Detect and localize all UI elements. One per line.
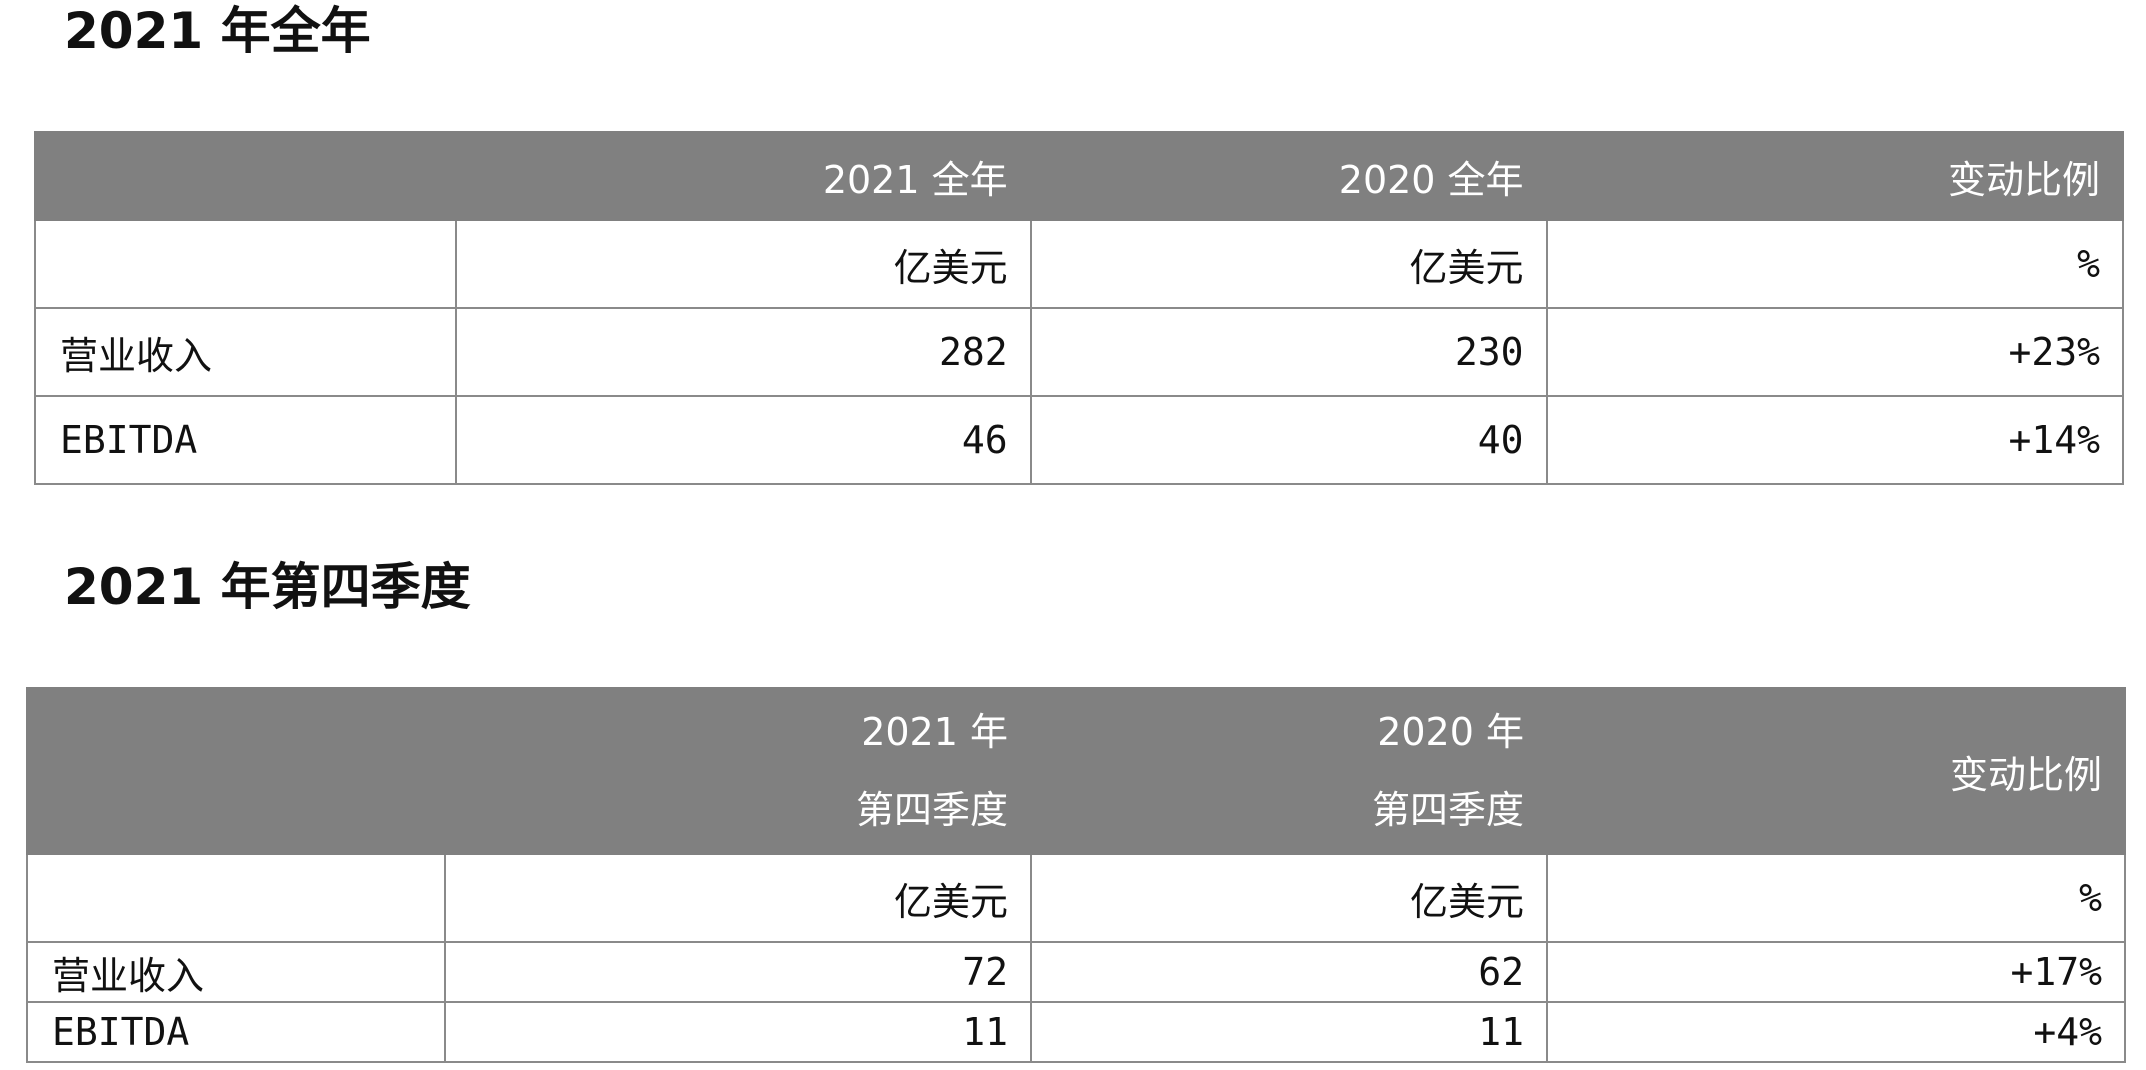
- units-cell-2020: 亿美元: [1030, 853, 1548, 943]
- header-cell-2021-q4: 2021 年 第四季度: [444, 687, 1032, 855]
- value-2021: 282: [455, 307, 1032, 397]
- units-row: 亿美元 亿美元 %: [33, 219, 2125, 309]
- section-title-q4: 2021 年第四季度: [64, 558, 471, 616]
- value-change: +4%: [1546, 1001, 2126, 1063]
- value-2020: 230: [1029, 307, 1548, 397]
- value-change: +17%: [1546, 941, 2126, 1003]
- value-change: +23%: [1545, 307, 2125, 397]
- header-cell-blank: [33, 131, 458, 221]
- units-row: 亿美元 亿美元 %: [26, 853, 2126, 943]
- value-2020: 11: [1030, 1001, 1548, 1063]
- q4-table: 2021 年 第四季度 2020 年 第四季度 变动比例 亿美元 亿美元 % 营…: [26, 687, 2126, 1063]
- value-2020: 62: [1030, 941, 1548, 1003]
- table-row: 营业收入 282 230 +23%: [33, 307, 2125, 397]
- value-2021: 72: [444, 941, 1032, 1003]
- units-cell-2021: 亿美元: [455, 219, 1032, 309]
- header-line: 变动比例: [1949, 752, 2102, 797]
- value-2020: 40: [1029, 395, 1548, 485]
- header-line-year: 2021 年: [861, 710, 1008, 754]
- header-cell-2021: 2021 全年: [455, 131, 1032, 221]
- table-header-row: 2021 年 第四季度 2020 年 第四季度 变动比例: [26, 687, 2126, 855]
- units-cell-change: %: [1545, 219, 2125, 309]
- table-row: 营业收入 72 62 +17%: [26, 941, 2126, 1003]
- header-cell-2020: 2020 全年: [1029, 131, 1548, 221]
- header-cell-change: 变动比例: [1545, 131, 2125, 221]
- full-year-table: 2021 全年 2020 全年 变动比例 亿美元 亿美元 % 营业收入 282 …: [33, 131, 2125, 485]
- header-cell-blank: [26, 687, 446, 855]
- header-cell-change: 变动比例: [1546, 687, 2126, 855]
- units-cell-blank: [33, 219, 458, 309]
- table-header-row: 2021 全年 2020 全年 变动比例: [33, 131, 2125, 221]
- table-row: EBITDA 11 11 +4%: [26, 1001, 2126, 1063]
- row-label-ebitda: EBITDA: [33, 395, 458, 485]
- row-label-revenue: 营业收入: [33, 307, 458, 397]
- units-cell-2020: 亿美元: [1029, 219, 1548, 309]
- table-row: EBITDA 46 40 +14%: [33, 395, 2125, 485]
- units-cell-2021: 亿美元: [444, 853, 1032, 943]
- units-cell-blank: [26, 853, 446, 943]
- value-change: +14%: [1545, 395, 2125, 485]
- header-line-quarter: 第四季度: [1371, 788, 1524, 832]
- header-line-year: 2020 年: [1377, 710, 1524, 754]
- row-label-revenue: 营业收入: [26, 941, 446, 1003]
- value-2021: 46: [455, 395, 1032, 485]
- header-line-quarter: 第四季度: [855, 788, 1008, 832]
- section-title-full-year: 2021 年全年: [64, 2, 371, 60]
- header-cell-2020-q4: 2020 年 第四季度: [1030, 687, 1548, 855]
- value-2021: 11: [444, 1001, 1032, 1063]
- row-label-ebitda: EBITDA: [26, 1001, 446, 1063]
- units-cell-change: %: [1546, 853, 2126, 943]
